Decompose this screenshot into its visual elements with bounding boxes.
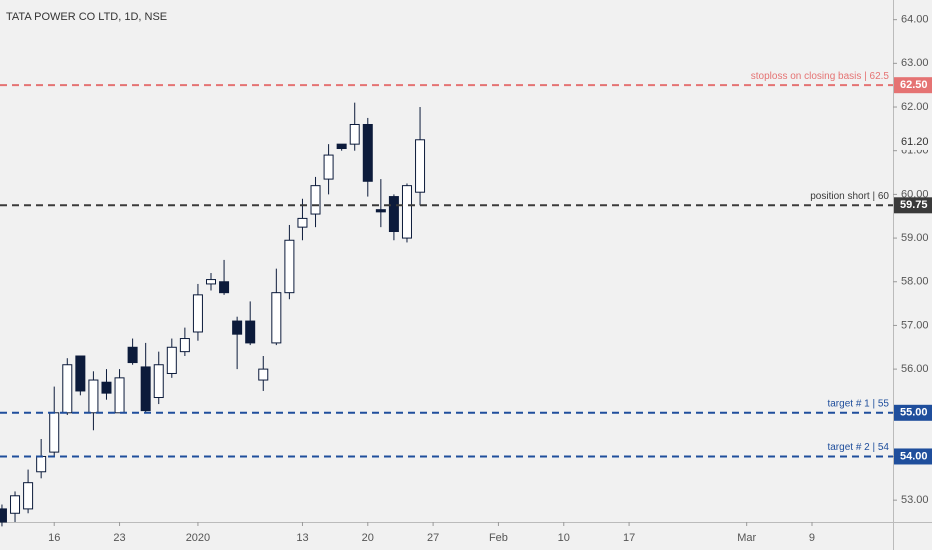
candle-body [388,196,399,233]
candle-body [297,217,308,228]
candle-body [10,495,21,514]
candle-body [153,364,164,399]
level-price-box [894,197,932,214]
x-tick-label: Feb [489,532,508,544]
y-tick-label: 64.00 [901,14,929,26]
level-price-box [894,448,932,465]
candle-body [206,279,217,285]
candle-body [114,377,125,414]
x-tick-label: Mar [737,532,756,544]
candle-body [179,338,190,353]
y-tick-label: 58.00 [901,276,929,288]
level-price-label: 54.00 [900,450,928,462]
x-tick-label: 17 [623,532,635,544]
candle-body [101,381,112,394]
candle-body [415,139,426,193]
chart-title: TATA POWER CO LTD, 1D, NSE [6,11,167,23]
candle-body [271,292,282,344]
x-tick-label: 23 [113,532,125,544]
candle-body [219,281,230,294]
x-tick-label: 9 [809,532,815,544]
y-tick-label: 53.00 [901,494,929,506]
x-tick-label: 16 [48,532,60,544]
candle-body [232,320,243,335]
candle-body [336,143,347,150]
y-tick-label: 63.00 [901,57,929,69]
candle-body [88,379,99,414]
candle-body [375,209,386,213]
price-marker-box [894,133,932,150]
level-label: position short | 60 [810,191,889,202]
y-tick-label: 56.00 [901,363,929,375]
y-tick-label: 60.00 [901,188,929,200]
candle-body [362,123,373,182]
price-marker-label: 61.20 [901,136,929,148]
candle-body [49,412,60,453]
candle-body [23,482,34,510]
candle-body [75,355,86,392]
y-tick-label: 57.00 [901,319,929,331]
candle-body [245,320,256,344]
level-price-label: 62.50 [900,79,928,91]
candle-body [192,294,203,333]
x-tick-label: 27 [427,532,439,544]
level-price-label: 59.75 [900,199,928,211]
candle-body [401,185,412,239]
level-label: target # 1 | 55 [827,398,889,409]
candle-body [258,368,269,381]
level-label: stoploss on closing basis | 62.5 [751,71,890,82]
level-price-box [894,404,932,421]
level-price-label: 55.00 [900,407,928,419]
candle-body [140,366,151,412]
candle-body [0,508,7,523]
x-tick-label: 13 [296,532,308,544]
level-label: target # 2 | 54 [827,442,889,453]
candle-body [166,346,177,374]
x-tick-label: 2020 [186,532,210,544]
x-tick-label: 10 [558,532,570,544]
x-tick-label: 20 [362,532,374,544]
candle-body [349,123,360,145]
candle-body [284,239,295,294]
candle-body [62,364,73,414]
level-price-box [894,77,932,94]
y-tick-label: 62.00 [901,101,929,113]
candle-body [127,346,138,364]
candle-body [36,455,47,473]
candle-body [310,185,321,215]
y-tick-label: 59.00 [901,232,929,244]
candle-body [323,154,334,180]
